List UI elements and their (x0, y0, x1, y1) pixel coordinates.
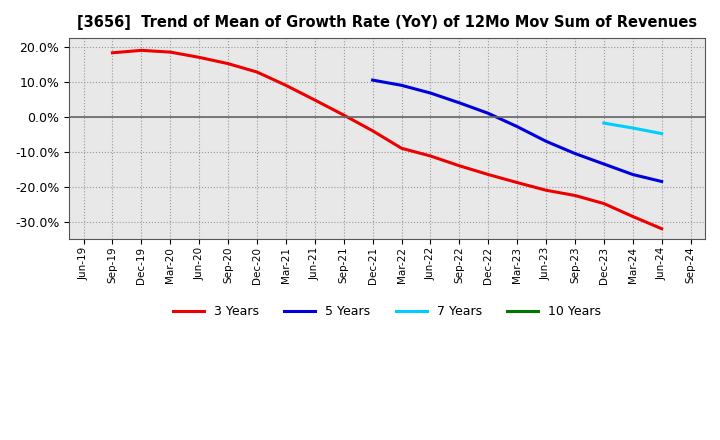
5 Years (484, 110, 492, 116)
3 Years (137, 48, 145, 53)
Title: [3656]  Trend of Mean of Growth Rate (YoY) of 12Mo Mov Sum of Revenues: [3656] Trend of Mean of Growth Rate (YoY… (77, 15, 697, 30)
7 Years (600, 121, 608, 126)
3 Years (310, 97, 319, 103)
Line: 7 Years: 7 Years (604, 123, 662, 134)
5 Years (455, 100, 464, 106)
3 Years (108, 50, 117, 55)
3 Years (253, 70, 261, 75)
7 Years (657, 131, 666, 136)
Legend: 3 Years, 5 Years, 7 Years, 10 Years: 3 Years, 5 Years, 7 Years, 10 Years (168, 301, 606, 323)
Line: 3 Years: 3 Years (112, 50, 662, 229)
3 Years (571, 193, 580, 198)
3 Years (455, 163, 464, 169)
5 Years (513, 124, 521, 129)
3 Years (657, 226, 666, 231)
3 Years (484, 172, 492, 177)
5 Years (426, 90, 435, 95)
Line: 5 Years: 5 Years (372, 80, 662, 181)
3 Years (397, 146, 406, 151)
3 Years (224, 61, 233, 66)
5 Years (571, 151, 580, 156)
3 Years (600, 201, 608, 206)
3 Years (339, 112, 348, 117)
7 Years (629, 125, 637, 131)
3 Years (541, 187, 550, 193)
3 Years (629, 214, 637, 219)
3 Years (195, 55, 204, 60)
5 Years (629, 172, 637, 177)
3 Years (282, 83, 290, 88)
5 Years (368, 77, 377, 83)
5 Years (657, 179, 666, 184)
3 Years (368, 128, 377, 133)
5 Years (397, 83, 406, 88)
3 Years (426, 153, 435, 158)
5 Years (541, 139, 550, 144)
3 Years (513, 180, 521, 185)
5 Years (600, 161, 608, 167)
3 Years (166, 49, 174, 55)
